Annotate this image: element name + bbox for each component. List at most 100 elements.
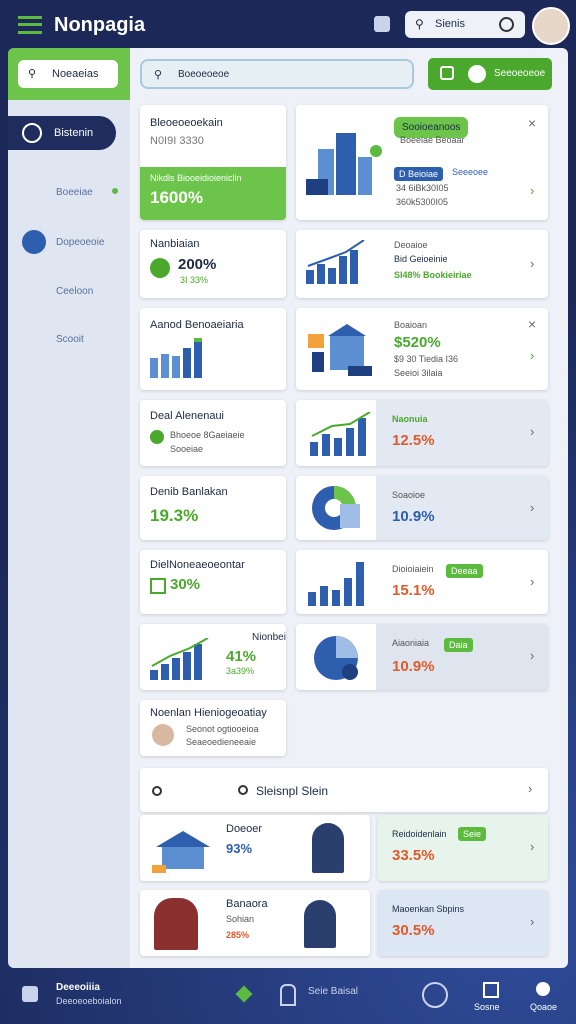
chevron[interactable]: › (530, 574, 535, 589)
nav-label[interactable]: Dopeoeoie (56, 237, 105, 248)
house-illustration (152, 831, 210, 873)
button-label: Seeoeoeoe (494, 68, 546, 79)
footer-icon[interactable] (483, 982, 499, 998)
search-text: Noeaeias (52, 68, 99, 80)
nav-dot (112, 188, 118, 194)
stat-card[interactable]: Nanbiaian 200% 3I 33% (140, 230, 286, 298)
row-title: Maoenkan Sbpins (392, 904, 465, 914)
action-button[interactable]: Seeoeoeoe (428, 58, 552, 90)
chevron[interactable]: › (530, 183, 535, 198)
info-card[interactable]: Aiaoniaia Daia 10.9% › (296, 624, 548, 690)
card-value: $520% (394, 334, 441, 351)
nav-label[interactable]: Ceeloon (56, 286, 94, 297)
card-title: Deal Alenenaui (150, 410, 225, 422)
sidebar: ⚲ Noeaeias Bistenin Boeeiae Dopeoeoie Ce… (8, 48, 130, 968)
tag: D Beioiae (394, 167, 444, 181)
section-header[interactable]: Sleisnpl Slein › (140, 768, 548, 812)
pie-illustration (312, 486, 360, 530)
close-button[interactable]: × (528, 115, 537, 131)
row-title: Reidoidenlain (392, 829, 447, 839)
footer-label[interactable]: Sosne (474, 1002, 500, 1012)
footer-icon[interactable] (422, 982, 448, 1008)
info-card[interactable]: Deoaioe Bid Geioeinie SI48% Bookieiriae … (296, 230, 548, 298)
info-card[interactable]: Maoenkan Sbpins 30.5% › (378, 890, 548, 956)
footer-label[interactable]: Seie Baisal (308, 986, 359, 997)
pie-illustration (314, 636, 358, 680)
tag: Seeeoee (452, 167, 489, 177)
stat-card[interactable]: Deal Alenenaui Bhoeoe 8Gaeiaeie Sooeiae (140, 400, 286, 466)
card-note: Sooeiae (170, 444, 204, 454)
person-card[interactable]: Banaora Sohian 285% (140, 890, 370, 956)
card-value: 10.9% (392, 508, 435, 525)
card-title: Denib Banlakan (150, 486, 228, 498)
chevron[interactable]: › (530, 648, 535, 663)
row-value: 30.5% (392, 922, 435, 939)
footer-icon[interactable] (536, 982, 550, 996)
sidebar-search[interactable]: ⚲ Noeaeias (18, 60, 118, 88)
nav-label[interactable]: Boeeiae (56, 187, 93, 198)
chevron[interactable]: › (530, 348, 535, 363)
detail-line: 34 6iBk30I05 (396, 183, 449, 193)
card-title: Aanod Benoaeiaria (150, 319, 244, 331)
stat-card[interactable]: Aanod Benoaeiaria (140, 308, 286, 390)
info-card[interactable]: Dioioiaiein Deeaa 15.1% › (296, 550, 548, 614)
person-card[interactable]: Doeoer 93% (140, 815, 370, 881)
nav-label: Bistenin (54, 127, 94, 139)
close-button[interactable]: × (528, 316, 537, 332)
nav-item-active[interactable]: Bistenin (8, 116, 116, 150)
detail-line: Seeioi 3ilaia (394, 368, 443, 378)
card-value: 19.3% (150, 506, 199, 525)
row-value: 285% (226, 930, 250, 940)
card-title: Soaoioe (392, 490, 426, 500)
row-title: Banaora (226, 898, 268, 910)
detail-line: SI48% Bookieiriae (394, 270, 472, 280)
card-subtitle: Bhoeoe 8Gaeiaeie (170, 430, 245, 440)
info-card[interactable]: Naonuia 12.5% › (296, 400, 548, 466)
footer-label[interactable]: Qoaoe (530, 1002, 558, 1012)
info-card[interactable]: Sooioeanoos Boeeiae Beoaar × D Beioiae S… (296, 105, 548, 220)
info-card[interactable]: Boaioan $520% $9 30 Tiedia I36 Seeioi 3i… (296, 308, 548, 390)
footer-icon[interactable] (280, 984, 296, 1006)
row-subtitle: Sohian (226, 914, 255, 924)
header-search[interactable]: ⚲ Sienis (405, 11, 525, 38)
stat-card[interactable]: Bleoeoeoekain N0I9I 3330 Nikdls Biooeidi… (140, 105, 286, 220)
chevron[interactable]: › (530, 424, 535, 439)
stat-card[interactable]: DielNoneaeoeontar 30% (140, 550, 286, 614)
avatar[interactable] (532, 7, 570, 45)
card-title: Bleoeoeoekain (150, 117, 223, 129)
nav-label[interactable]: Scooit (56, 334, 84, 345)
search-icon: ⚲ (154, 69, 163, 81)
card-title: Dioioiaiein (392, 564, 434, 574)
card-title: Nionbeia (252, 632, 286, 643)
bar-illustration (306, 240, 365, 284)
info-card[interactable]: Reidoidenlain Seie 33.5% › (378, 815, 548, 881)
clock-icon (499, 17, 514, 32)
chevron[interactable]: › (528, 781, 533, 796)
bar-illustration (310, 412, 371, 456)
footer-icon (22, 986, 38, 1002)
main-search[interactable]: ⚲ Boeoeoeoe (140, 59, 414, 89)
row-value: 93% (226, 841, 253, 856)
search-icon: ⚲ (415, 17, 424, 31)
notification-icon[interactable] (374, 16, 390, 32)
status-badge: Sooioeanoos (394, 117, 469, 138)
info-card[interactable]: Soaoioe 10.9% › (296, 476, 548, 540)
chevron[interactable]: › (530, 500, 535, 515)
detail-line: Bid Geioeinie (394, 254, 448, 264)
stat-card[interactable]: Noenlan Hieniogeoatiay Seonot ogtiooeioa… (140, 700, 286, 756)
app-title: Nonpagia (54, 14, 146, 36)
person-illustration (312, 823, 344, 873)
chevron[interactable]: › (530, 839, 535, 854)
bar-illustration (150, 338, 202, 378)
menu-button[interactable] (18, 16, 42, 34)
card-note: 3I 33% (180, 275, 209, 285)
stat-card[interactable]: Denib Banlakan 19.3% (140, 476, 286, 540)
card-value: 30% (170, 576, 201, 593)
chevron[interactable]: › (530, 256, 535, 271)
chevron[interactable]: › (530, 914, 535, 929)
stat-card[interactable]: Nionbeia 41% 3a39% (140, 624, 286, 690)
factory-illustration (308, 324, 372, 376)
card-value: 41% (226, 648, 257, 665)
card-subtitle: Boeeiae Beoaar (400, 135, 465, 145)
